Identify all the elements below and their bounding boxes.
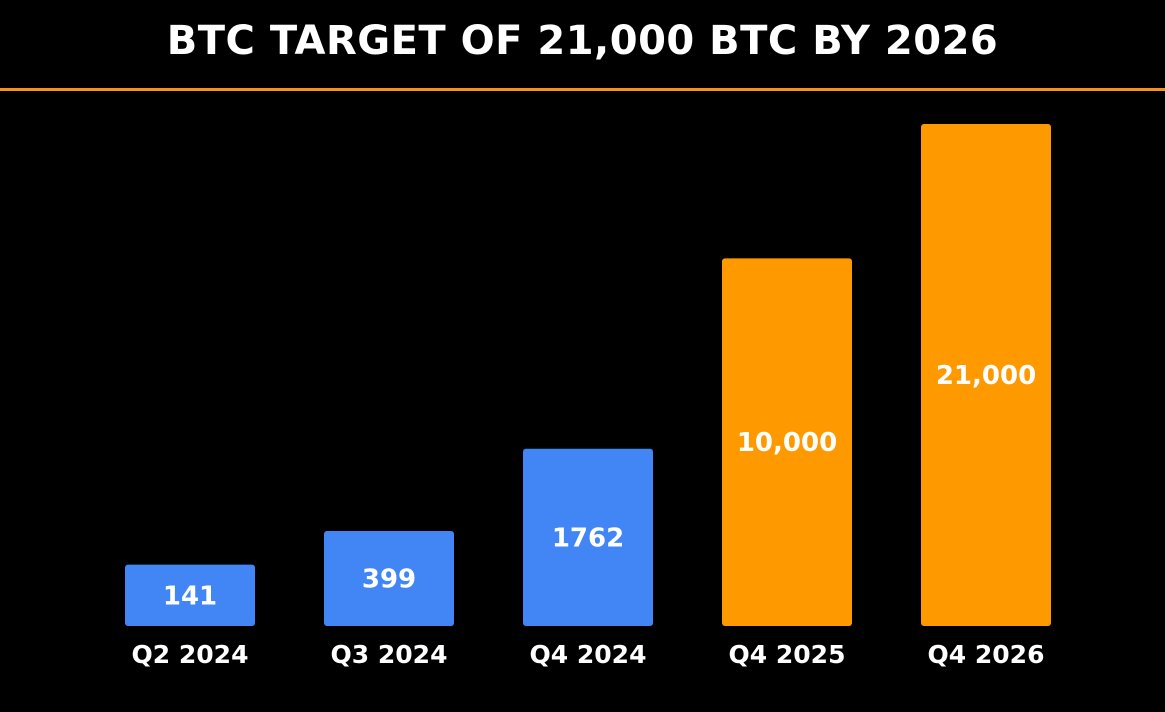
x-tick-label: Q4 2025 xyxy=(729,640,846,669)
data-label: 10,000 xyxy=(737,428,837,458)
bar-q4-2025 xyxy=(722,258,852,626)
x-tick-label: Q4 2024 xyxy=(530,640,647,669)
data-label: 1762 xyxy=(552,523,624,553)
header: BTC TARGET OF 21,000 BTC BY 2026 xyxy=(0,0,1165,89)
bar-q2-2024 xyxy=(125,564,255,626)
data-label: 399 xyxy=(362,564,416,594)
x-tick-label: Q2 2024 xyxy=(132,640,249,669)
x-tick-label: Q3 2024 xyxy=(331,640,448,669)
bar-q4-2024 xyxy=(523,448,653,626)
title-divider xyxy=(0,88,1165,91)
data-label: 21,000 xyxy=(936,361,1036,391)
chart-title: BTC TARGET OF 21,000 BTC BY 2026 xyxy=(166,18,999,64)
bar-q3-2024 xyxy=(324,530,454,626)
x-tick-label: Q4 2026 xyxy=(928,640,1045,669)
bar-q4-2026 xyxy=(921,124,1051,626)
data-label: 141 xyxy=(163,581,217,611)
